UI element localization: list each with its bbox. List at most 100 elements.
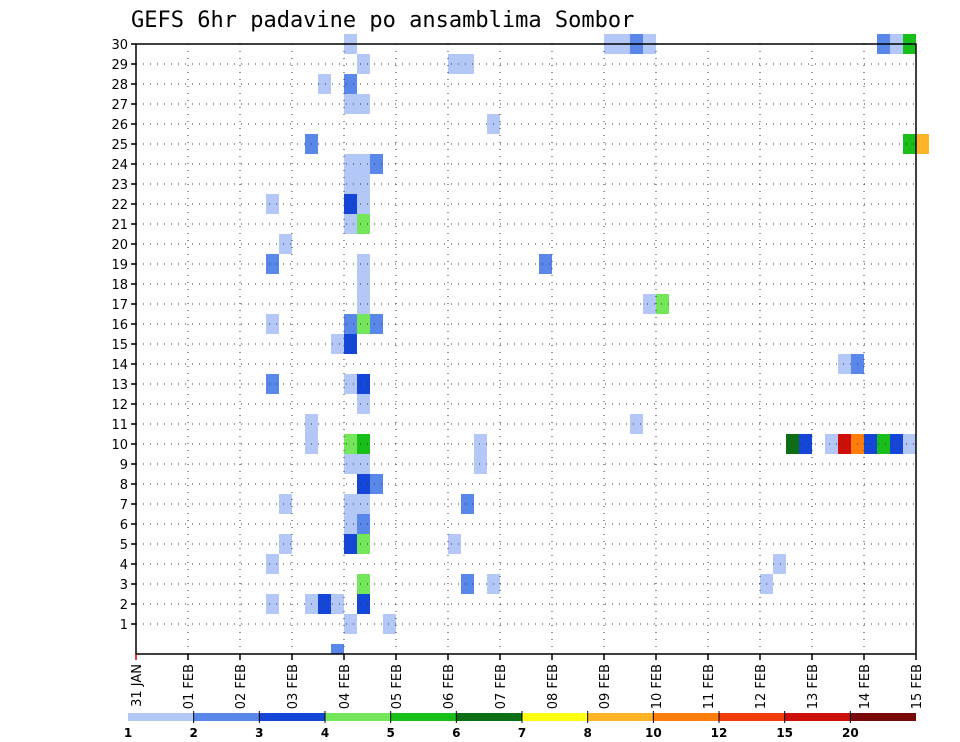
y-tick-label: 1	[120, 618, 128, 633]
legend-swatch	[390, 713, 457, 721]
y-tick-label: 28	[111, 78, 128, 93]
y-tick-label: 4	[120, 558, 128, 573]
y-tick-label: 17	[111, 298, 128, 313]
precip-cell-m7-s17	[357, 494, 370, 514]
precip-cell-m29-s25	[461, 54, 474, 74]
precip-cell-m16-s10	[266, 314, 279, 334]
y-tick-label: 20	[111, 238, 128, 253]
y-tick-label: 15	[111, 338, 128, 353]
precip-cell-m11-s38	[630, 414, 643, 434]
chart-title: GEFS 6hr padavine po ansamblima Sombor	[131, 8, 634, 33]
precip-cell-m8-s17	[357, 474, 370, 494]
precip-cell-m17-s39	[643, 294, 656, 314]
precip-cell-m20-s11	[279, 234, 292, 254]
legend-label: 8	[583, 726, 591, 740]
precip-cell-m22-s17	[357, 194, 370, 214]
grid-lines	[136, 43, 916, 654]
legend-label: 6	[452, 726, 460, 740]
precip-cell-m24-s16	[344, 154, 357, 174]
x-tick-label: 13 FEB	[806, 664, 821, 709]
precip-cell-m4-s49	[773, 554, 786, 574]
precip-cell-m10-s54	[838, 434, 851, 454]
y-tick-label: 13	[111, 378, 128, 393]
precip-cell-m10-s51	[799, 434, 812, 454]
y-tick-label: 7	[120, 498, 128, 513]
precip-cell-m10-s26	[474, 434, 487, 454]
y-tick-label: 24	[111, 158, 128, 173]
y-tick-label: 10	[111, 438, 128, 453]
y-tick-label: 12	[111, 398, 128, 413]
y-tick-label: 26	[111, 118, 128, 133]
legend-swatch	[128, 713, 194, 721]
precip-cell-m10-s53	[825, 434, 838, 454]
precip-cell-m2-s17	[357, 594, 370, 614]
legend-label: 3	[255, 726, 263, 740]
precip-cell-m22-s16	[344, 194, 357, 214]
precip-cell-m10-s56	[864, 434, 877, 454]
precip-cell-m9-s16	[344, 454, 357, 474]
y-tick-label: 29	[111, 58, 128, 73]
legend-swatch	[653, 713, 719, 721]
precip-cell-m10-s58	[890, 434, 903, 454]
y-tick-label: 9	[120, 458, 128, 473]
precip-cell-m13-s10	[266, 374, 279, 394]
precip-cell-m12-s17	[357, 394, 370, 414]
precip-cell-m15-s16	[344, 334, 357, 354]
precip-cell-m8-s18	[370, 474, 383, 494]
precip-cell-m5-s17	[357, 534, 370, 554]
x-tick-label: 06 FEB	[442, 664, 457, 709]
y-tick-label: 16	[111, 318, 128, 333]
precip-cell-m25-s60	[916, 134, 929, 154]
x-tick-label: 31 JAN	[130, 664, 145, 707]
precip-cell-m13-s17	[357, 374, 370, 394]
y-tick-label: 11	[111, 418, 128, 433]
precip-cell-m7-s16	[344, 494, 357, 514]
color-legend: 1 2 3 4 5 6 7 8 10 12 15 20	[124, 711, 916, 740]
legend-swatch	[587, 713, 654, 721]
x-tick-label: 12 FEB	[754, 664, 769, 709]
precip-cell-m21-s17	[357, 214, 370, 234]
y-tick-label: 30	[111, 38, 128, 53]
legend-label: 12	[711, 726, 728, 740]
legend-label: 7	[518, 726, 526, 740]
y-tick-label: 14	[111, 358, 128, 373]
precip-cell-m27-s17	[357, 94, 370, 114]
precip-cell-m17-s17	[357, 294, 370, 314]
precip-cell-m29-s24	[448, 54, 461, 74]
x-axis-ticks: 31 JAN 01 FEB 02 FEB 03 FEB 04 FEB 05 FEB 06 F…	[130, 654, 925, 709]
y-tick-label: 22	[111, 198, 128, 213]
y-tick-label: 2	[120, 598, 128, 613]
legend-label: 4	[321, 726, 329, 740]
plot-frame	[135, 43, 917, 655]
x-tick-label: 15 FEB	[910, 664, 925, 709]
x-tick-label: 05 FEB	[390, 664, 405, 709]
precip-cell-m23-s16	[344, 174, 357, 194]
y-tick-label: 8	[120, 478, 128, 493]
y-tick-label: 25	[111, 138, 128, 153]
x-tick-label: 04 FEB	[338, 664, 353, 709]
y-tick-label: 21	[111, 218, 128, 233]
precip-cell-m7-s25	[461, 494, 474, 514]
precip-cell-m5-s11	[279, 534, 292, 554]
legend-swatch	[259, 713, 325, 721]
precip-cell-m15-s15	[331, 334, 344, 354]
precip-cell-m9-s17	[357, 454, 370, 474]
precip-cell-m19-s17	[357, 254, 370, 274]
precip-cell-m2-s14	[318, 594, 331, 614]
precip-cell-m24-s18	[370, 154, 383, 174]
precip-cell-m1-s19	[383, 614, 396, 634]
precip-cell-m27-s16	[344, 94, 357, 114]
x-tick-label: 09 FEB	[598, 664, 613, 709]
precip-cell-m22-s10	[266, 194, 279, 214]
precip-cell-m10-s59	[903, 434, 916, 454]
legend-swatch	[784, 713, 851, 721]
precip-cell-m29-s17	[357, 54, 370, 74]
x-tick-label: 07 FEB	[494, 664, 509, 709]
x-tick-label: 01 FEB	[182, 664, 197, 709]
precip-cell-m4-s10	[266, 554, 279, 574]
precip-cell-m17-s40	[656, 294, 669, 314]
x-tick-label: 11 FEB	[702, 664, 717, 709]
x-tick-label: 03 FEB	[286, 664, 301, 709]
legend-swatch	[522, 713, 588, 721]
